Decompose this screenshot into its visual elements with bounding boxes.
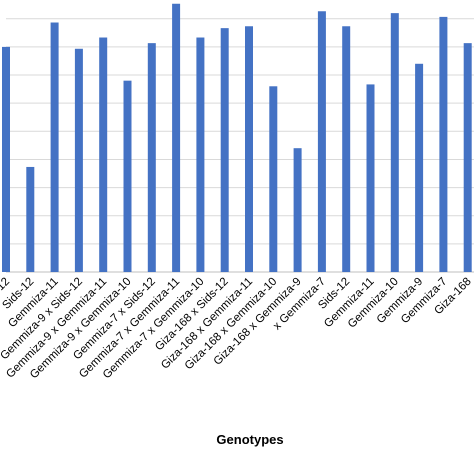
bar xyxy=(26,166,35,272)
bar xyxy=(147,43,156,272)
bar xyxy=(220,28,229,272)
bar xyxy=(245,26,253,272)
bar xyxy=(269,86,278,272)
bar xyxy=(99,37,108,272)
bar xyxy=(463,43,472,272)
bar xyxy=(196,37,205,272)
bar xyxy=(390,13,399,272)
bar-series xyxy=(2,3,472,273)
x-axis-label: Genotypes xyxy=(216,432,283,447)
bar xyxy=(2,46,10,273)
bar xyxy=(50,22,59,272)
bar xyxy=(366,84,375,273)
bar xyxy=(74,48,83,272)
bar xyxy=(415,63,424,272)
bar xyxy=(172,3,181,273)
bar xyxy=(439,16,448,273)
x-tick-labels: Giza-168 x Sids-12Sids-12Gemmiza-11Gemmi… xyxy=(0,276,474,382)
bar xyxy=(123,80,132,272)
bar xyxy=(293,148,302,272)
bar xyxy=(342,26,351,272)
bar xyxy=(317,11,326,272)
